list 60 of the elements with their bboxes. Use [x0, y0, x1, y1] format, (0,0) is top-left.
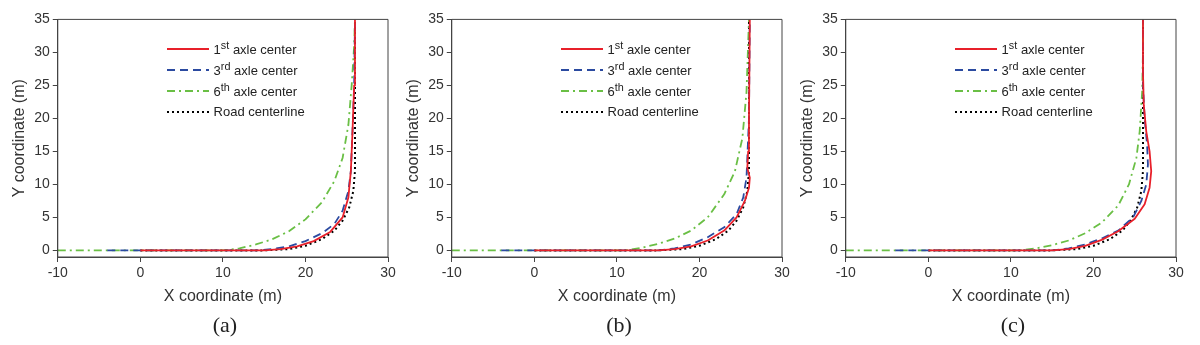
y-tick-label: 10	[428, 175, 444, 192]
y-axis-title: Y coordinate (m)	[10, 79, 28, 198]
y-tick-label: 0	[435, 241, 444, 258]
x-tick-label: 30	[1168, 264, 1184, 281]
x-axis-title: X coordinate (m)	[163, 286, 283, 304]
legend-label: 6$^{th}$ axle center	[607, 81, 692, 100]
legend-label: Road centerline	[213, 104, 305, 119]
y-tick-label: 25	[822, 76, 838, 93]
y-tick-label: 25	[34, 76, 50, 93]
x-tick-label: 20	[1085, 264, 1102, 281]
legend-label: 3$^{rd}$ axle center	[213, 60, 298, 79]
y-tick-label: 35	[822, 10, 838, 27]
y-tick-label: 30	[34, 43, 50, 60]
legend-label: 1$^{st}$ axle center	[607, 39, 691, 58]
y-tick-label: 30	[822, 43, 838, 60]
x-tick-label: 20	[691, 264, 708, 281]
x-tick-label: 0	[924, 264, 933, 281]
text: (c)	[999, 311, 1027, 339]
y-tick-label: 20	[428, 109, 444, 126]
x-tick-label: 10	[1003, 264, 1019, 281]
x-axis-title: X coordinate (m)	[951, 286, 1071, 304]
y-tick-label: 35	[428, 10, 444, 27]
legend-label: 6$^{th}$ axle center	[213, 81, 298, 100]
text: (b)	[605, 311, 633, 339]
y-tick-label: 10	[34, 175, 50, 192]
y-tick-label: 5	[435, 208, 444, 225]
x-tick-label: 10	[215, 264, 231, 281]
legend-label: Road centerline	[607, 104, 699, 119]
text: (a)	[211, 311, 239, 339]
y-tick-label: 0	[41, 241, 50, 258]
x-tick-label: -10	[835, 264, 857, 281]
y-tick-label: 15	[822, 142, 838, 159]
y-tick-label: 5	[829, 208, 838, 225]
y-tick-label: 25	[428, 76, 444, 93]
x-tick-label: 0	[530, 264, 539, 281]
y-axis-title: Y coordinate (m)	[798, 79, 816, 198]
x-tick-label: 20	[297, 264, 314, 281]
y-tick-label: 5	[41, 208, 50, 225]
x-tick-label: -10	[441, 264, 463, 281]
y-tick-label: 15	[428, 142, 444, 159]
legend-label: 6$^{th}$ axle center	[1001, 81, 1086, 100]
y-axis-title: Y coordinate (m)	[404, 79, 422, 198]
legend-label: 3$^{rd}$ axle center	[1001, 60, 1086, 79]
legend-label: 1$^{st}$ axle center	[213, 39, 297, 58]
y-tick-label: 35	[34, 10, 50, 27]
y-tick-label: 20	[822, 109, 838, 126]
legend-label: 3$^{rd}$ axle center	[607, 60, 692, 79]
y-tick-label: 15	[34, 142, 50, 159]
y-tick-label: 0	[829, 241, 838, 258]
x-axis-title: X coordinate (m)	[557, 286, 677, 304]
y-tick-label: 10	[822, 175, 838, 192]
x-tick-label: 0	[136, 264, 145, 281]
x-tick-label: -10	[47, 264, 69, 281]
y-tick-label: 20	[34, 109, 50, 126]
x-tick-label: 10	[609, 264, 625, 281]
x-tick-label: 30	[774, 264, 790, 281]
legend-label: 1$^{st}$ axle center	[1001, 39, 1085, 58]
legend-label: Road centerline	[1001, 104, 1093, 119]
x-tick-label: 30	[380, 264, 396, 281]
y-tick-label: 30	[428, 43, 444, 60]
